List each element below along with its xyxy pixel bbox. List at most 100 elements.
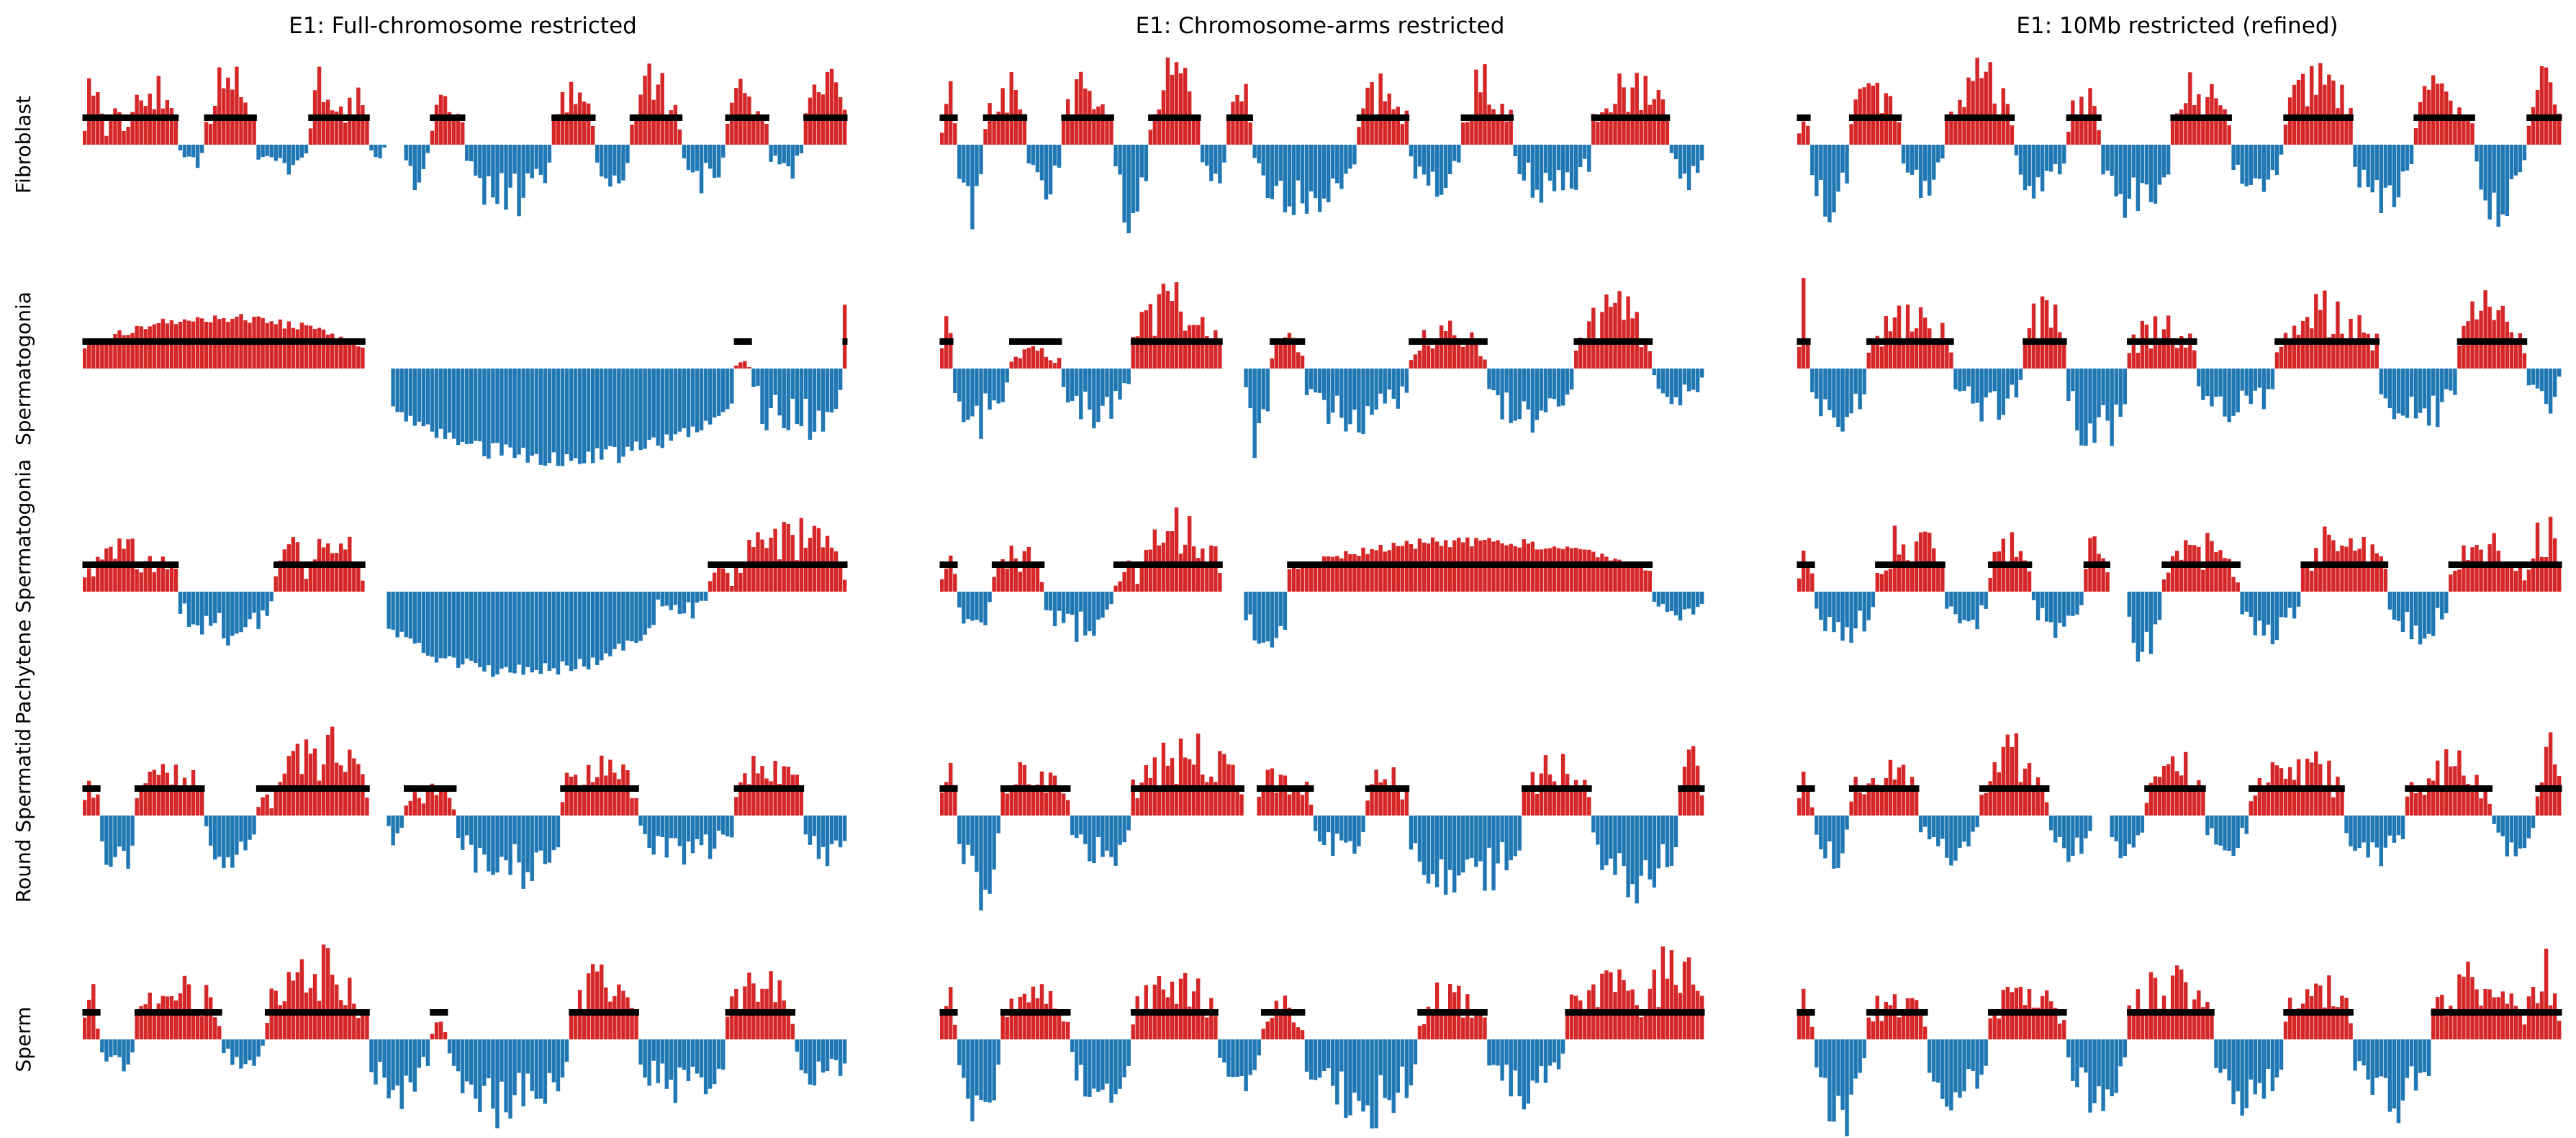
panel-round-spermatid-e1-full-chromosome-restricted: [82, 726, 847, 889]
e1-bar-negative: [1673, 369, 1678, 397]
positive-bin-marker: [821, 561, 826, 568]
positive-bin-marker: [2487, 1009, 2493, 1016]
positive-bin-marker: [1148, 561, 1154, 568]
e1-bar-negative: [1413, 145, 1418, 179]
e1-bar-positive: [96, 794, 100, 816]
e1-bar-positive: [2279, 346, 2284, 369]
e1-bar-positive: [764, 548, 769, 592]
positive-bin-marker: [143, 561, 149, 568]
positive-bin-marker: [1187, 338, 1193, 345]
e1-bar-positive: [1313, 561, 1318, 592]
e1-bar-positive: [282, 549, 286, 592]
positive-bin-marker: [2001, 785, 2007, 792]
e1-bar-positive: [1196, 118, 1201, 145]
positive-bin-marker: [1879, 338, 1885, 345]
e1-bar-positive: [2014, 556, 2019, 592]
e1-bar-positive: [738, 572, 743, 592]
e1-bar-positive: [1026, 546, 1031, 592]
e1-bar-negative: [2257, 1039, 2262, 1083]
positive-bin-marker: [1152, 114, 1158, 121]
positive-bin-marker: [2187, 561, 2193, 568]
e1-bar-positive: [708, 581, 713, 592]
e1-bar-negative: [664, 369, 669, 435]
e1-bar-positive: [438, 789, 443, 816]
e1-bar-positive: [1031, 565, 1036, 592]
e1-bar-positive: [1013, 1014, 1018, 1039]
positive-bin-marker: [2183, 1009, 2189, 1016]
positive-bin-marker: [1430, 561, 1436, 568]
positive-bin-marker: [1469, 114, 1475, 121]
positive-bin-marker: [2274, 338, 2280, 345]
e1-bar-negative: [1845, 592, 1849, 628]
e1-bar-negative: [1257, 145, 1261, 163]
e1-bar-negative: [500, 592, 504, 669]
e1-bar-positive: [1802, 772, 1806, 816]
e1-bar-negative: [1105, 816, 1109, 851]
positive-bin-marker: [1196, 1009, 1201, 1016]
positive-bin-marker: [939, 785, 945, 792]
positive-bin-marker: [460, 114, 466, 121]
positive-bin-marker: [2166, 1009, 2171, 1016]
positive-bin-marker: [2439, 785, 2445, 792]
e1-bar-negative: [1092, 816, 1096, 864]
e1-bar-positive: [1035, 784, 1040, 816]
positive-bin-marker: [1178, 1009, 1184, 1016]
e1-bar-positive: [330, 110, 335, 145]
e1-bar-negative: [1109, 592, 1113, 605]
e1-bar-negative: [534, 369, 538, 454]
positive-bin-marker: [1552, 785, 1558, 792]
e1-bar-positive: [1940, 568, 1945, 592]
positive-bin-marker: [1170, 114, 1175, 121]
e1-bar-negative: [256, 145, 261, 160]
e1-bar-negative: [2266, 592, 2271, 625]
e1-bar-negative: [248, 1039, 252, 1061]
positive-bin-marker: [2322, 338, 2328, 345]
e1-bar-positive: [1370, 784, 1374, 816]
positive-bin-marker: [1095, 114, 1101, 121]
e1-bar-negative: [104, 816, 109, 865]
e1-bar-negative: [613, 145, 617, 176]
e1-bar-negative: [1984, 592, 1988, 609]
e1-bar-positive: [243, 102, 248, 145]
positive-bin-marker: [1157, 1009, 1162, 1016]
positive-bin-marker: [607, 1009, 613, 1016]
e1-bar-negative: [500, 816, 504, 857]
e1-bar-negative: [2253, 369, 2258, 391]
e1-bar-negative: [2426, 1039, 2431, 1076]
panel-sperm-e1-10mb-restricted-refined: [1797, 948, 2562, 1137]
e1-bar-positive: [352, 566, 356, 592]
positive-bin-marker: [1875, 1009, 1881, 1016]
e1-bar-positive: [278, 782, 282, 816]
positive-bin-marker: [212, 114, 218, 121]
positive-bin-marker: [1897, 114, 1902, 121]
positive-bin-marker: [1178, 114, 1184, 121]
e1-bar-positive: [1617, 559, 1622, 592]
e1-bar-negative: [564, 592, 569, 666]
e1-bar-positive: [1131, 779, 1135, 816]
e1-bar-negative: [1971, 369, 1975, 404]
e1-bar-positive: [1178, 978, 1183, 1039]
e1-bar-negative: [252, 592, 256, 613]
e1-bar-negative: [391, 1039, 395, 1090]
e1-bar-positive: [274, 785, 278, 816]
e1-bar-negative: [769, 145, 773, 162]
e1-bar-positive: [1039, 582, 1044, 592]
e1-bar-positive: [1370, 548, 1374, 592]
e1-bar-positive: [1065, 99, 1070, 145]
e1-bar-positive: [1065, 800, 1070, 816]
e1-bar-negative: [1953, 816, 1958, 861]
e1-bar-negative: [2483, 145, 2487, 201]
e1-bar-positive: [208, 124, 213, 145]
positive-bin-marker: [1417, 561, 1423, 568]
positive-bin-marker: [738, 1009, 744, 1016]
e1-bar-positive: [2140, 1010, 2145, 1039]
e1-bar-negative: [1613, 816, 1617, 875]
e1-bar-positive: [2210, 1012, 2214, 1039]
e1-bar-positive: [2092, 106, 2097, 145]
positive-bin-marker: [1291, 338, 1297, 345]
e1-bar-negative: [777, 145, 782, 165]
positive-bin-marker: [742, 1009, 748, 1016]
positive-bin-marker: [2140, 1009, 2146, 1016]
e1-bar-negative: [2123, 816, 2127, 857]
positive-bin-marker: [1061, 785, 1067, 792]
